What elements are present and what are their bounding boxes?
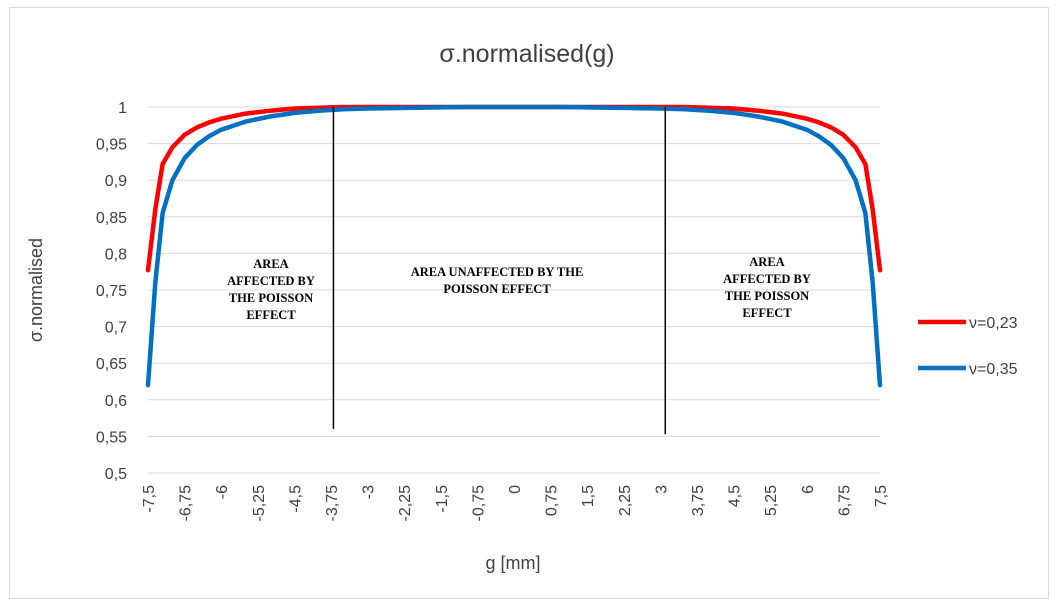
annotation-line: THE POISSON <box>229 291 313 305</box>
chart-title: σ.normalised(g) <box>439 40 614 68</box>
x-tick-label: -5,25 <box>251 485 268 522</box>
y-tick-label: 0,7 <box>105 320 127 337</box>
y-tick-label: 0,65 <box>96 356 127 373</box>
annotation-left: AREA AFFECTED BY THE POISSON EFFECT <box>227 257 315 322</box>
y-tick-labels: 0,5 0,55 0,6 0,65 0,7 0,75 0,8 0,85 0,9 0,95 1 <box>96 100 127 483</box>
x-tick-label: -3,75 <box>324 485 341 522</box>
annotation-line: AFFECTED BY <box>227 274 315 288</box>
y-tick-label: 0,75 <box>96 283 127 300</box>
x-tick-label: -6 <box>214 485 231 499</box>
annotation-line: EFFECT <box>246 308 296 322</box>
annotation-line: THE POISSON <box>725 289 809 303</box>
series-line-1 <box>145 104 883 273</box>
series-lines <box>145 104 883 388</box>
y-tick-label: 0,8 <box>105 246 127 263</box>
x-tick-label: 5,25 <box>763 485 780 516</box>
y-tick-label: 0,5 <box>105 466 127 483</box>
annotation-line: EFFECT <box>742 306 792 320</box>
y-tick-label: 0,9 <box>105 173 127 190</box>
annotation-line: AREA <box>749 255 784 269</box>
x-tick-label: 3,75 <box>690 485 707 516</box>
x-tick-label: -2,25 <box>397 485 414 522</box>
x-tick-label: -6,75 <box>178 485 195 522</box>
gridlines <box>148 106 880 474</box>
x-tick-label: 6 <box>800 485 817 494</box>
x-tick-label: 4,5 <box>727 485 744 507</box>
y-tick-label: 0,55 <box>96 429 127 446</box>
legend-label-series-1: ν=0,23 <box>969 315 1018 332</box>
legend: ν=0,23 ν=0,35 <box>918 315 1018 378</box>
y-tick-label: 0,6 <box>105 393 127 410</box>
x-tick-label: -0,75 <box>470 485 487 522</box>
x-tick-label: 0,75 <box>544 485 561 516</box>
divider-lines <box>332 107 667 435</box>
annotation-line: POISSON EFFECT <box>443 282 551 296</box>
x-tick-label: 6,75 <box>836 485 853 516</box>
x-tick-label: -4,5 <box>287 485 304 513</box>
legend-label-series-2: ν=0,35 <box>969 361 1018 378</box>
x-axis-title: g [mm] <box>485 553 540 573</box>
annotations: AREA AFFECTED BY THE POISSON EFFECT AREA UNA… <box>227 255 811 322</box>
x-tick-label: -7,5 <box>141 485 158 513</box>
x-tick-labels: -7,5 -6,75 -6 -5,25 -4,5 -3,75 -3 -2,25 -1,5 -0,7… <box>141 485 890 522</box>
series-line-2 <box>145 104 883 388</box>
annotation-center: AREA UNAFFECTED BY THE POISSON EFFECT <box>411 265 584 296</box>
x-tick-label: -3 <box>361 485 378 499</box>
y-tick-label: 1 <box>118 100 127 117</box>
annotation-line: AREA <box>253 257 288 271</box>
x-tick-label: 7,5 <box>873 485 890 507</box>
y-tick-label: 0,95 <box>96 137 127 154</box>
x-tick-label: -1,5 <box>434 485 451 513</box>
x-tick-label: 3 <box>653 485 670 494</box>
annotation-line: AREA UNAFFECTED BY THE <box>411 265 584 279</box>
x-tick-label: 1,5 <box>580 485 597 507</box>
x-tick-label: 0 <box>507 485 524 494</box>
x-tick-label: 2,25 <box>617 485 634 516</box>
y-tick-label: 0,85 <box>96 210 127 227</box>
annotation-right: AREA AFFECTED BY THE POISSON EFFECT <box>723 255 811 320</box>
annotation-line: AFFECTED BY <box>723 272 811 286</box>
y-axis-title: σ.normalised <box>26 238 46 342</box>
